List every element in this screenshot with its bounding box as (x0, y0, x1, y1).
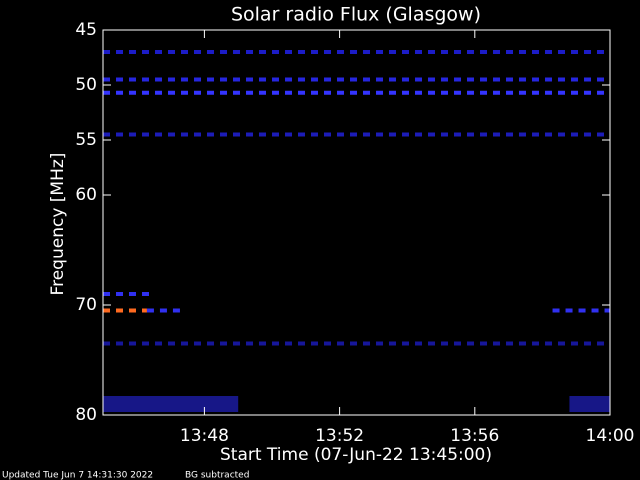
chart-title: Solar radio Flux (Glasgow) (231, 4, 481, 26)
y-axis-label: Frequency [MHz] (48, 153, 68, 296)
x-tick-label: 13:48 (180, 426, 229, 446)
footer-note: BG subtracted (185, 471, 249, 480)
y-tick-label: 70 (75, 295, 97, 315)
footer: Updated Tue Jun 7 14:31:30 2022 (2, 471, 153, 480)
y-tick-label: 55 (75, 130, 97, 150)
y-tick-label: 50 (75, 75, 97, 95)
y-tick-label: 80 (75, 405, 97, 425)
x-axis-label: Start Time (07-Jun-22 13:45:00) (220, 445, 492, 465)
x-tick-label: 13:56 (450, 426, 499, 446)
y-tick-label: 45 (75, 20, 97, 40)
y-tick-label: 60 (75, 185, 97, 205)
plot-frame (102, 29, 611, 416)
x-tick-label: 14:00 (586, 426, 635, 446)
x-tick-label: 13:52 (315, 426, 364, 446)
